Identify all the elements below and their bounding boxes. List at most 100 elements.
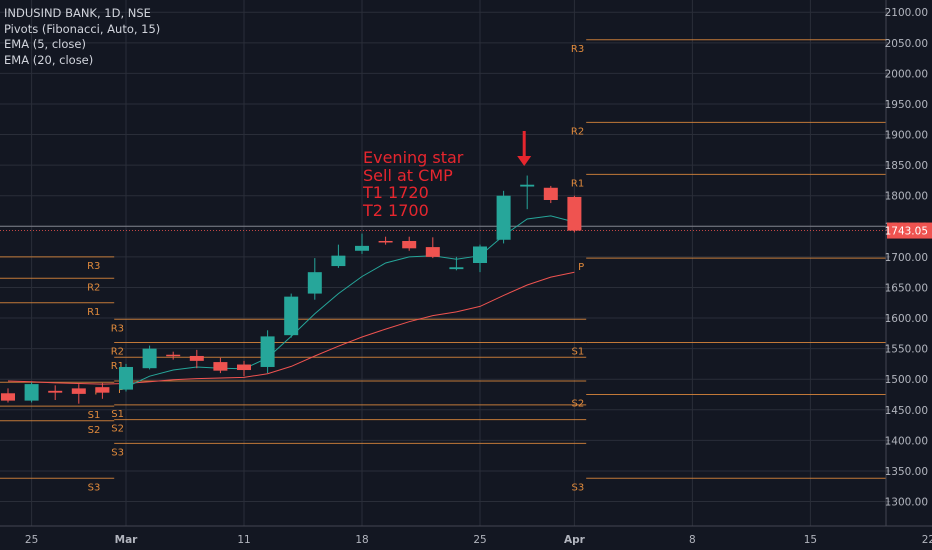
candle-body [189, 355, 204, 361]
price-tick-label: 1950.00 [885, 99, 928, 111]
time-tick-label: 15 [804, 534, 817, 546]
pivot-label-r2: R2 [111, 347, 124, 358]
pivot-label-s1: S1 [571, 347, 584, 358]
pivot-label-s3: S3 [88, 482, 101, 493]
candle [520, 175, 535, 210]
time-tick-label: 8 [689, 534, 696, 546]
text-annotation[interactable]: Evening star Sell at CMP T1 1720 T2 1700 [363, 149, 463, 219]
pivot-label-s2: S2 [111, 424, 124, 435]
candle-body [331, 255, 346, 267]
price-tick-label: 1300.00 [885, 497, 928, 509]
candle-body [213, 362, 228, 371]
candles [1, 175, 582, 404]
time-tick-label: 25 [473, 534, 486, 546]
candle-body [496, 195, 511, 240]
price-tick-label: 1550.00 [885, 344, 928, 356]
candle [284, 293, 299, 338]
candle-body [307, 272, 322, 294]
candle [48, 385, 63, 401]
legend-ema5[interactable]: EMA (5, close) [4, 37, 86, 52]
price-axis[interactable]: 1300.00 1350.00 1400.00 1450.00 1500.00 1550.… [885, 0, 932, 550]
pivot-label-s1: S1 [111, 409, 124, 420]
candle-body [355, 245, 369, 251]
candle [331, 244, 346, 268]
annotation-line: T2 1700 [363, 200, 429, 220]
candle [213, 357, 228, 374]
candle [24, 382, 39, 403]
chart-legend: INDUSIND BANK, 1D, NSE Pivots (Fibonacci… [4, 6, 160, 68]
candle-body [237, 364, 251, 371]
candle [119, 363, 133, 392]
candle-body [284, 296, 299, 336]
time-tick-label: 18 [355, 534, 368, 546]
price-tick-label: 2050.00 [885, 38, 928, 50]
candle [355, 233, 369, 254]
price-tick-label: 1850.00 [885, 160, 928, 172]
pivot-label-r1: R1 [571, 178, 584, 189]
price-tick-label: 1800.00 [885, 191, 928, 203]
pivot-label-s2: S2 [571, 399, 584, 410]
candle-body [543, 187, 558, 201]
pivot-label-r2: R2 [87, 282, 100, 293]
last-price-tag [887, 222, 932, 239]
pivot-label-s3: S3 [111, 447, 124, 458]
candle-body [378, 240, 393, 243]
pivot-label-s2: S2 [88, 425, 101, 436]
price-tick-label: 1650.00 [885, 282, 928, 294]
candle [473, 244, 487, 273]
candle-body [1, 393, 15, 401]
legend-pivots[interactable]: Pivots (Fibonacci, Auto, 15) [4, 21, 161, 36]
annotation-line: T1 1720 [363, 183, 429, 202]
pivot-label-r3: R3 [571, 44, 584, 55]
price-tick-label: 1350.00 [885, 466, 928, 478]
pivot-label-r2: R2 [571, 126, 584, 137]
time-tick-label: 25 [25, 534, 38, 546]
price-tick-label: 1450.00 [885, 405, 928, 417]
candle [1, 388, 15, 403]
price-tick-label: 1400.00 [885, 435, 928, 447]
candle-body [48, 390, 63, 393]
pivot-label-p: P [118, 385, 124, 396]
pivot-levels: R3R2R1PS1S2S3R3R2R1PS1S2S3R3R2R1PS1S2S3 [0, 39, 886, 493]
candle-body [520, 184, 535, 187]
candle-body [402, 240, 417, 249]
candle [402, 236, 417, 251]
candle [237, 360, 251, 377]
price-tick-label: 2100.00 [885, 7, 928, 19]
last-price-tag-label: 1743.05 [885, 226, 928, 238]
pivot-label-s3: S3 [571, 482, 584, 493]
candle-body [166, 354, 181, 357]
annotation-line: Evening star [363, 148, 464, 167]
candle [567, 195, 582, 233]
price-axis-background [886, 0, 932, 550]
candle [496, 190, 511, 244]
candle-body [95, 387, 110, 393]
pivot-label-r3: R3 [87, 261, 100, 272]
legend-ema20[interactable]: EMA (20, close) [4, 52, 94, 67]
price-tick-label: 1900.00 [885, 130, 928, 142]
candle [260, 330, 275, 374]
candle-body [142, 348, 157, 369]
candle-body [24, 384, 39, 401]
candle [378, 236, 393, 245]
pivot-label-r3: R3 [111, 323, 124, 334]
candle [166, 351, 181, 360]
time-tick-label: 11 [237, 534, 250, 546]
candle [449, 256, 464, 271]
candle [543, 185, 558, 204]
legend-symbol[interactable]: INDUSIND BANK, 1D, NSE [4, 6, 151, 20]
candle-body [567, 196, 582, 231]
time-axis[interactable]: 25 Mar 11 18 25 Apr 8 15 22 [0, 525, 932, 550]
arrow-annotation [517, 131, 532, 166]
price-lines [0, 225, 886, 232]
time-tick-label: Mar [115, 534, 139, 546]
candle [307, 258, 322, 300]
pivot-label-s1: S1 [88, 410, 101, 421]
candle [142, 345, 157, 370]
annotation-line: Sell at CMP [363, 165, 453, 185]
candle [95, 382, 110, 399]
time-tick-label: 22 [922, 534, 932, 546]
time-axis-background [0, 526, 932, 550]
